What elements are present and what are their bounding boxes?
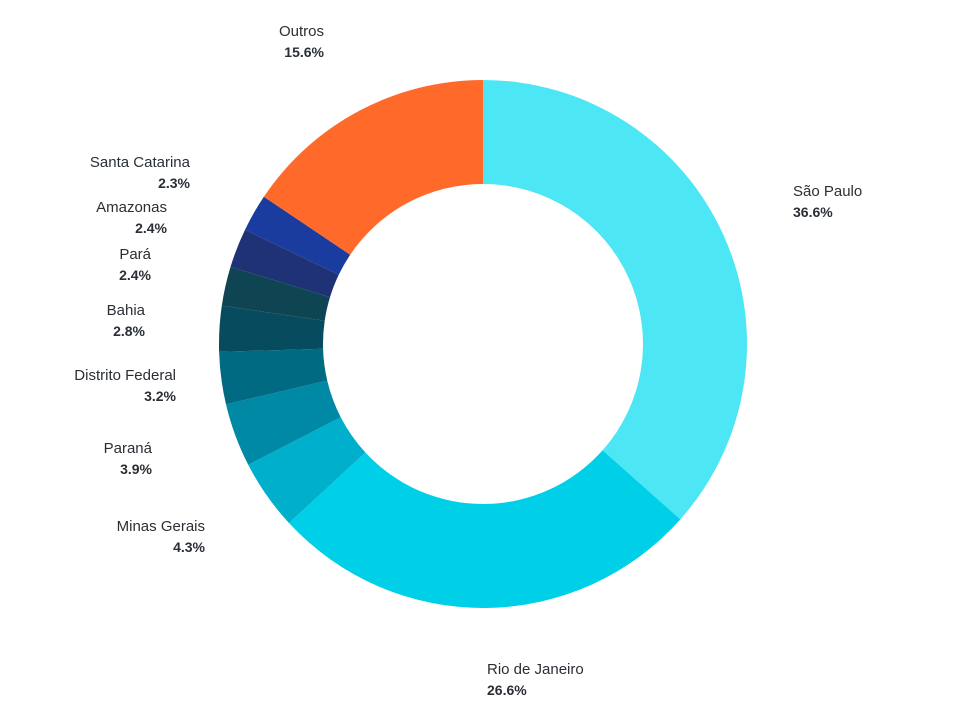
label-pct: 4.3% xyxy=(173,539,205,555)
slice-distrito-federal xyxy=(219,348,328,405)
slice-label-santa-catarina: Santa Catarina 2.3% xyxy=(90,153,190,193)
slice-label-minas-gerais: Minas Gerais 4.3% xyxy=(117,517,205,557)
label-name: Minas Gerais xyxy=(116,518,205,535)
label-name: Distrito Federal xyxy=(74,367,176,384)
slice-rio-de-janeiro xyxy=(289,450,681,608)
label-name: Paraná xyxy=(103,440,152,457)
label-pct: 15.6% xyxy=(284,44,324,60)
slice-santa-catarina xyxy=(244,196,351,275)
slice-bahia xyxy=(219,305,325,352)
label-pct: 36.6% xyxy=(793,204,833,220)
slice-label-amazonas: Amazonas 2.4% xyxy=(96,198,167,238)
label-pct: 2.8% xyxy=(113,323,145,339)
label-name: Amazonas xyxy=(96,199,167,216)
slice-label-parana: Paraná 3.9% xyxy=(104,439,152,479)
slice-minas-gerais xyxy=(248,417,366,524)
label-pct: 2.4% xyxy=(119,267,151,283)
slice-label-sao-paulo: São Paulo 36.6% xyxy=(793,182,862,222)
slice-label-para: Pará 2.4% xyxy=(119,245,151,285)
label-name: Santa Catarina xyxy=(89,154,190,171)
slice-label-outros: Outros 15.6% xyxy=(279,22,324,62)
slice-label-distrito-federal: Distrito Federal 3.2% xyxy=(74,366,176,406)
slice-parana xyxy=(225,380,341,465)
label-name: Outros xyxy=(278,23,324,40)
label-pct: 3.2% xyxy=(144,388,176,404)
label-name: Rio de Janeiro xyxy=(487,661,584,678)
slice-sao-paulo xyxy=(483,80,747,520)
label-pct: 26.6% xyxy=(487,682,527,698)
label-pct: 2.4% xyxy=(135,220,167,236)
slice-para xyxy=(221,266,330,321)
slice-label-bahia: Bahia 2.8% xyxy=(107,301,145,341)
label-pct: 2.3% xyxy=(158,175,190,191)
slice-label-rio-de-janeiro: Rio de Janeiro 26.6% xyxy=(487,660,584,700)
label-pct: 3.9% xyxy=(120,461,152,477)
label-name: Pará xyxy=(119,246,151,263)
slice-outros xyxy=(263,80,483,255)
label-name: Bahia xyxy=(106,302,145,319)
label-name: São Paulo xyxy=(793,183,863,200)
slice-amazonas xyxy=(230,229,339,298)
